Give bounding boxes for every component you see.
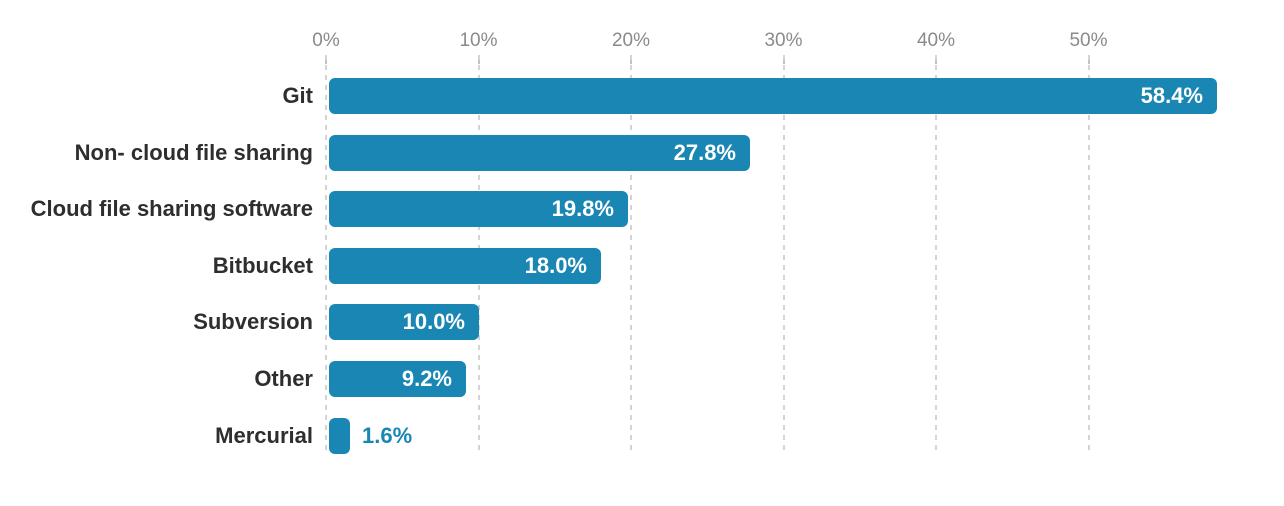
- bar: [329, 78, 1217, 114]
- bar: [329, 418, 350, 454]
- value-label: 1.6%: [362, 423, 413, 448]
- bar: [329, 361, 466, 397]
- bar: [329, 135, 750, 171]
- category-label: Non- cloud file sharing: [74, 140, 313, 165]
- category-label: Git: [282, 83, 313, 108]
- bar: [329, 191, 628, 227]
- gridline: [782, 55, 785, 455]
- bar: [329, 304, 479, 340]
- value-label: 19.8%: [551, 196, 614, 221]
- gridline: [325, 55, 327, 455]
- category-label: Subversion: [193, 309, 313, 334]
- category-label: Bitbucket: [212, 253, 313, 278]
- value-label: 10.0%: [402, 309, 465, 334]
- category-label: Cloud file sharing software: [30, 196, 313, 221]
- gridline: [630, 55, 632, 455]
- gridline: [935, 55, 937, 455]
- x-tick-label: 50%: [1069, 30, 1108, 51]
- category-label: Mercurial: [215, 423, 313, 448]
- bar: [329, 248, 601, 284]
- x-tick-label: 30%: [764, 30, 803, 51]
- value-label: 58.4%: [1140, 83, 1203, 108]
- x-tick-label: 10%: [459, 30, 498, 51]
- x-tick-label: 0%: [312, 30, 340, 51]
- gridline: [1087, 55, 1090, 455]
- value-label: 9.2%: [401, 366, 452, 391]
- x-tick-label: 20%: [611, 30, 651, 51]
- value-label: 27.8%: [673, 140, 736, 165]
- value-label: 18.0%: [524, 253, 587, 278]
- x-tick-label: 40%: [916, 30, 956, 51]
- category-label: Other: [254, 366, 313, 391]
